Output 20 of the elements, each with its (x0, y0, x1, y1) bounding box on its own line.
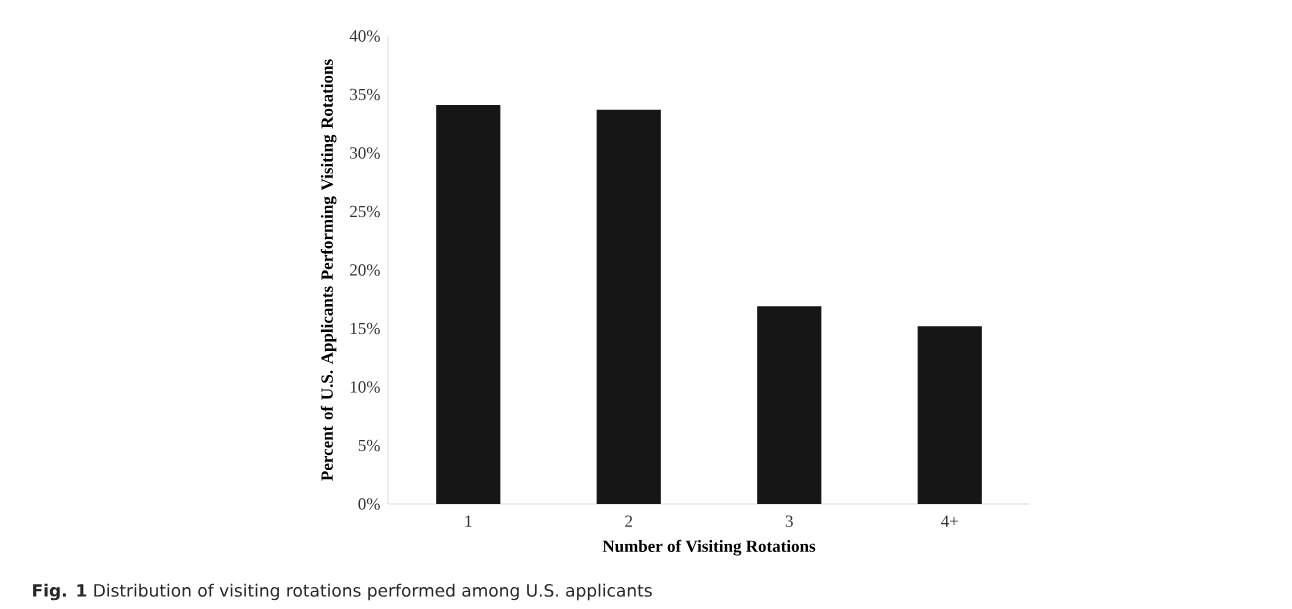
y-tick-label: 25% (350, 205, 380, 218)
bar (757, 306, 822, 504)
y-axis-title: Percent of U.S. Applicants Performing Visiting Rotations (320, 59, 337, 481)
x-axis-title: Number of Visiting Rotations (602, 539, 816, 556)
y-tick-label: 5% (358, 439, 380, 452)
x-tick-label: 4+ (941, 515, 958, 527)
y-tick-label: 10% (350, 381, 380, 393)
x-tick-label: 1 (465, 515, 472, 527)
bar (436, 105, 501, 504)
y-tick-label: 35% (350, 88, 380, 101)
y-tick-label: 30% (350, 147, 380, 159)
y-tick-label: 0% (358, 498, 380, 510)
bar (596, 109, 661, 504)
y-tick-label: 20% (350, 264, 380, 276)
bar (917, 326, 982, 504)
x-tick-label: 3 (785, 515, 793, 527)
y-tick-label: 15% (350, 322, 380, 335)
x-tick-label: 2 (625, 515, 633, 527)
y-tick-label: 40% (349, 30, 380, 42)
text: Fig. 1 Distribution of visiting rotations performed among U.S. applicants (33, 583, 652, 601)
